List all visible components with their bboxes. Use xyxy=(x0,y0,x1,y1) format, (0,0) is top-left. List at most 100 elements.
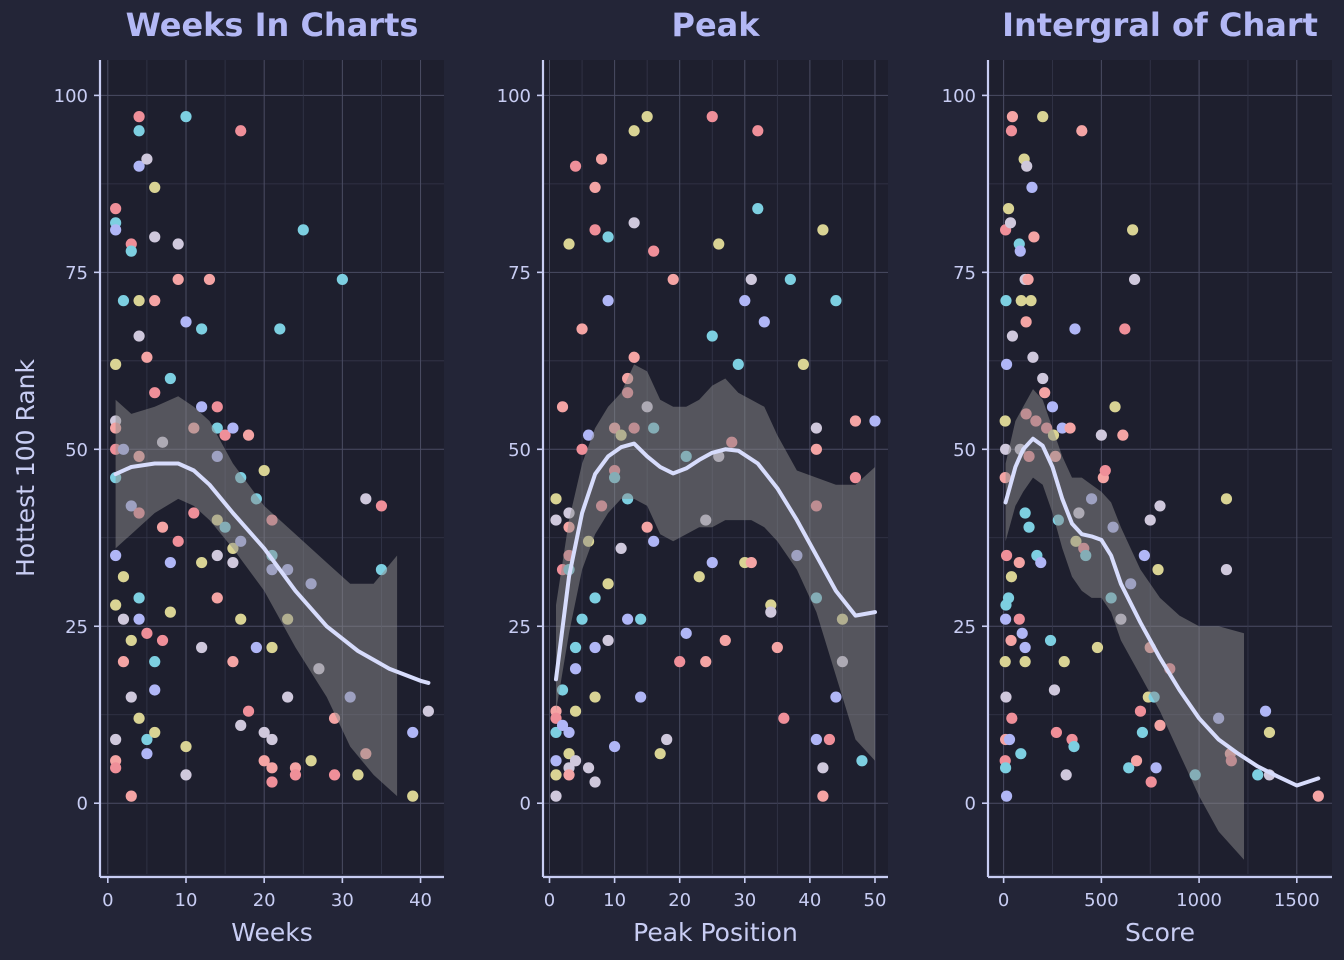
data-point xyxy=(164,372,176,385)
data-point xyxy=(635,613,647,625)
x-tick-label: 500 xyxy=(1084,890,1118,911)
data-point xyxy=(407,726,419,739)
data-point xyxy=(556,401,569,413)
data-point xyxy=(117,571,130,583)
data-point xyxy=(1123,762,1135,774)
data-point xyxy=(817,790,829,802)
data-point xyxy=(810,422,822,434)
data-point xyxy=(589,224,601,236)
data-point xyxy=(602,231,614,243)
data-point xyxy=(550,769,562,781)
data-point xyxy=(1259,705,1272,717)
data-point xyxy=(227,422,239,434)
data-point xyxy=(282,691,294,703)
y-tick-label: 0 xyxy=(520,794,531,815)
data-point xyxy=(133,592,145,604)
data-point xyxy=(1154,719,1166,731)
data-point xyxy=(563,748,575,760)
y-tick-label: 50 xyxy=(953,440,976,461)
data-point xyxy=(1252,769,1264,781)
y-tick-label: 50 xyxy=(65,440,88,461)
data-point xyxy=(1000,790,1013,802)
data-point xyxy=(999,656,1011,668)
data-point xyxy=(752,125,764,137)
data-point xyxy=(739,295,751,307)
data-point xyxy=(817,762,829,774)
data-point xyxy=(297,224,309,236)
data-point xyxy=(1117,429,1129,441)
data-point xyxy=(771,641,783,654)
data-point xyxy=(856,755,868,767)
data-point xyxy=(180,769,192,781)
data-point xyxy=(622,613,634,625)
data-point xyxy=(110,762,122,774)
data-point xyxy=(569,160,582,172)
data-point xyxy=(602,295,614,307)
smooth-trend-line xyxy=(113,461,431,685)
data-point xyxy=(732,358,744,370)
data-point xyxy=(141,351,153,363)
data-point xyxy=(172,238,184,250)
data-point xyxy=(758,316,770,328)
data-point xyxy=(797,358,809,370)
data-point xyxy=(569,705,582,717)
data-point xyxy=(258,464,270,477)
data-point xyxy=(1016,627,1028,639)
data-point xyxy=(706,556,718,569)
data-point xyxy=(110,733,122,746)
data-point xyxy=(188,507,200,519)
data-point xyxy=(1015,295,1027,307)
data-point xyxy=(719,634,731,647)
x-tick-label: 20 xyxy=(668,890,691,911)
panel-title: Peak xyxy=(671,6,760,44)
data-point xyxy=(258,755,270,767)
data-point xyxy=(164,556,176,569)
y-tick-label: 25 xyxy=(953,617,976,638)
data-point xyxy=(1136,726,1149,739)
data-point xyxy=(407,790,419,802)
x-axis-title: Score xyxy=(1125,918,1195,947)
data-point xyxy=(1154,500,1166,512)
data-point xyxy=(1076,125,1088,137)
data-point xyxy=(1099,464,1111,477)
data-point xyxy=(117,295,130,307)
data-point xyxy=(149,387,161,399)
data-point xyxy=(117,613,130,625)
data-point xyxy=(654,748,666,760)
data-point xyxy=(745,273,757,286)
data-point xyxy=(1095,429,1107,441)
data-point xyxy=(149,181,161,194)
data-point xyxy=(156,521,169,533)
x-tick-label: 30 xyxy=(733,890,756,911)
data-point xyxy=(266,762,278,774)
data-point xyxy=(563,769,575,781)
data-point xyxy=(1004,217,1017,229)
data-point xyxy=(125,691,137,703)
data-point xyxy=(180,740,192,753)
data-point xyxy=(149,295,161,307)
data-point xyxy=(242,705,255,717)
y-tick-label: 75 xyxy=(65,263,88,284)
data-point xyxy=(1058,656,1070,668)
data-point xyxy=(266,641,278,654)
x-tick-label: 20 xyxy=(253,890,276,911)
data-point xyxy=(628,351,640,363)
y-tick-label: 50 xyxy=(508,440,531,461)
data-point xyxy=(1050,726,1063,739)
data-point xyxy=(1000,358,1013,370)
data-point xyxy=(1037,111,1049,123)
data-point xyxy=(628,125,640,137)
data-point xyxy=(569,663,582,675)
x-tick-label: 40 xyxy=(409,890,432,911)
data-point xyxy=(589,641,601,654)
data-point xyxy=(817,224,829,236)
x-tick-label: 0 xyxy=(544,890,555,911)
confidence-band xyxy=(115,396,398,797)
data-point xyxy=(550,712,562,724)
data-point xyxy=(133,330,145,342)
data-point xyxy=(830,295,842,307)
data-point xyxy=(149,726,161,739)
data-point xyxy=(141,748,153,760)
data-point xyxy=(628,217,640,229)
data-point xyxy=(869,415,881,427)
